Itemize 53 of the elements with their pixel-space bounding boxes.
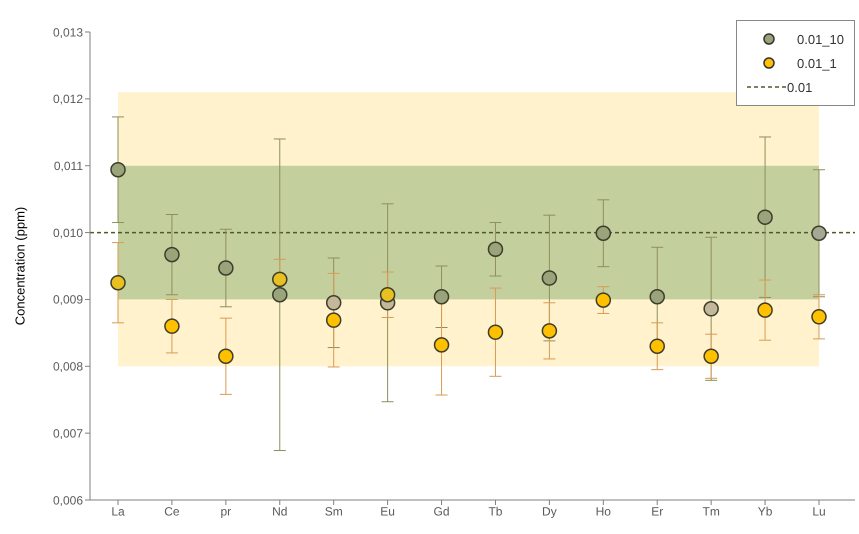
point (703, 301, 719, 317)
point (596, 292, 612, 308)
legend-label: 0.01 (787, 80, 812, 94)
point (811, 225, 827, 241)
y-tick-label: 0,008 (52, 360, 84, 374)
x-tick-label: Er (651, 504, 664, 519)
x-tick-label: Tm (702, 504, 720, 519)
point (218, 260, 234, 276)
x-tick-label: Ho (596, 504, 612, 519)
point (326, 295, 342, 311)
point (757, 302, 773, 318)
point (542, 323, 558, 339)
point (757, 209, 773, 225)
y-tick-label: 0,007 (52, 426, 84, 440)
y-tick-label: 0,010 (52, 226, 84, 240)
x-tick-label: Gd (434, 504, 450, 519)
y-tick-label: 0,006 (52, 493, 84, 508)
x-tick-label: pr (220, 504, 232, 519)
point (488, 324, 504, 340)
y-tick-label: 0,011 (54, 158, 84, 173)
y-axis-title: Concentration (ppm) (12, 206, 28, 326)
point (110, 162, 126, 178)
point (649, 289, 665, 305)
point (164, 246, 180, 262)
x-tick-label: Nd (272, 504, 288, 519)
y-tick-label: 0,009 (52, 292, 84, 307)
point (703, 348, 719, 364)
x-tick-label: Ce (164, 504, 180, 519)
legend-label: 0.01_10 (797, 32, 844, 46)
x-tick-label: Yb (758, 504, 773, 519)
point (272, 272, 288, 288)
y-tick-label: 0,012 (52, 92, 84, 106)
point (542, 270, 558, 286)
x-tick-label: Sm (324, 504, 343, 519)
point (326, 312, 342, 328)
point (164, 318, 180, 334)
x-tick-label: Tb (488, 504, 503, 519)
point (218, 348, 234, 364)
x-tick-label: Dy (542, 504, 557, 519)
point (380, 287, 396, 302)
point (434, 337, 450, 353)
point (596, 225, 612, 241)
point (811, 309, 827, 325)
y-tick-label: 0,013 (52, 25, 84, 40)
x-tick-label: Eu (380, 504, 395, 519)
x-tick-label: La (111, 504, 125, 519)
legend-label: 0.01_1 (797, 56, 837, 70)
point (110, 274, 126, 290)
point (649, 338, 665, 354)
point (272, 287, 288, 302)
x-tick-label: Lu (812, 504, 826, 519)
point (488, 242, 504, 258)
point (434, 289, 450, 305)
